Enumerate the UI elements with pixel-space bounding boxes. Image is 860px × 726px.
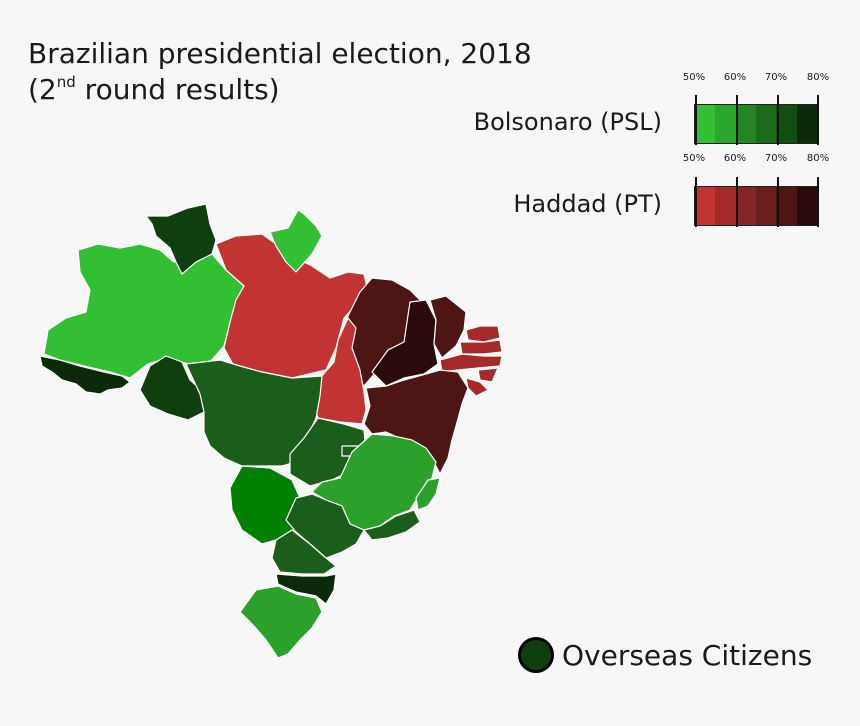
state-espirito-santo[interactable] bbox=[415, 477, 441, 511]
haddad-scale-cell bbox=[715, 187, 736, 225]
map-title: Brazilian presidential election, 2018 (2… bbox=[28, 36, 532, 108]
bolsonaro-scale-cell bbox=[755, 105, 777, 143]
bolsonaro-scale-tick-line bbox=[736, 95, 738, 145]
haddad-scale-cell bbox=[755, 187, 777, 225]
bolsonaro-scale-cell bbox=[776, 105, 797, 143]
title-superscript: nd bbox=[56, 73, 76, 91]
state-santa-catarina[interactable] bbox=[275, 573, 337, 605]
state-rio-de-janeiro[interactable] bbox=[363, 509, 421, 541]
haddad-scale-tick-line bbox=[817, 177, 819, 227]
haddad-tick-60: 60% bbox=[723, 153, 747, 164]
bolsonaro-tick-70: 70% bbox=[764, 72, 788, 83]
state-parana[interactable] bbox=[271, 529, 337, 575]
bolsonaro-scale-tick-line bbox=[817, 95, 819, 145]
state-piaui[interactable] bbox=[371, 299, 439, 387]
haddad-scale-cell bbox=[695, 187, 716, 225]
state-sergipe[interactable] bbox=[465, 377, 489, 397]
haddad-tick-70: 70% bbox=[764, 153, 788, 164]
state-rio-grande-do-norte[interactable] bbox=[465, 325, 501, 343]
haddad-legend-label: Haddad (PT) bbox=[513, 190, 662, 218]
bolsonaro-tick-60: 60% bbox=[723, 72, 747, 83]
bolsonaro-scale-tick-line bbox=[777, 95, 779, 145]
title-line-1: Brazilian presidential election, 2018 bbox=[28, 37, 532, 70]
state-paraiba[interactable] bbox=[459, 339, 503, 355]
overseas-citizens-label: Overseas Citizens bbox=[562, 638, 813, 672]
state-sao-paulo[interactable] bbox=[285, 493, 365, 559]
haddad-scale-cell bbox=[735, 187, 756, 225]
bolsonaro-color-scale bbox=[694, 95, 819, 145]
overseas-citizens-legend: Overseas Citizens bbox=[518, 637, 812, 673]
bolsonaro-tick-80: 80% bbox=[806, 72, 830, 83]
haddad-scale-tick-line bbox=[736, 177, 738, 227]
haddad-scale-cell bbox=[776, 187, 797, 225]
state-tocantins[interactable] bbox=[311, 317, 367, 425]
bolsonaro-scale-cell bbox=[715, 105, 736, 143]
haddad-tick-50: 50% bbox=[682, 153, 706, 164]
bolsonaro-scale-cell bbox=[695, 105, 716, 143]
haddad-scale-tick-line bbox=[695, 177, 697, 227]
title-line-2: (2nd round results) bbox=[28, 72, 532, 108]
state-ceara[interactable] bbox=[429, 295, 467, 359]
haddad-scale-tick-line bbox=[777, 177, 779, 227]
state-rio-grande-do-sul[interactable] bbox=[239, 585, 323, 659]
haddad-tick-80: 80% bbox=[806, 153, 830, 164]
state-minas-gerais[interactable] bbox=[311, 433, 437, 531]
bolsonaro-scale-tick-line bbox=[695, 95, 697, 145]
state-roraima[interactable] bbox=[145, 203, 217, 275]
haddad-color-scale bbox=[694, 177, 819, 227]
haddad-scale-cell bbox=[796, 187, 817, 225]
bolsonaro-scale-cell bbox=[796, 105, 817, 143]
overseas-citizens-marker[interactable] bbox=[518, 637, 554, 673]
state-amazonas[interactable] bbox=[43, 243, 245, 379]
bolsonaro-legend-label: Bolsonaro (PSL) bbox=[473, 108, 662, 136]
title-line-2-prefix: (2 bbox=[28, 73, 57, 106]
state-acre[interactable] bbox=[39, 355, 131, 395]
state-alagoas[interactable] bbox=[477, 367, 499, 383]
bolsonaro-tick-50: 50% bbox=[682, 72, 706, 83]
state-amapa[interactable] bbox=[269, 209, 323, 273]
title-line-2-suffix: round results) bbox=[75, 73, 280, 106]
bolsonaro-scale-cell bbox=[735, 105, 756, 143]
